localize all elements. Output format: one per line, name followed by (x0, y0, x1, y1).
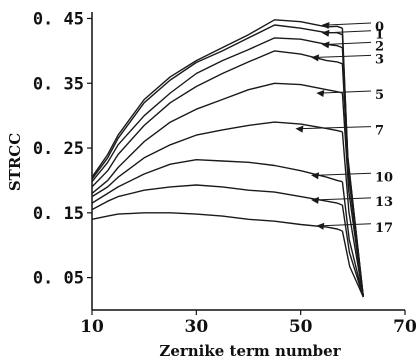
series-drop-5 (341, 92, 364, 298)
label-pointer-13 (317, 197, 372, 201)
series-line-5 (91, 82, 343, 194)
label-pointer-3 (317, 54, 372, 58)
label-arrowhead-1 (321, 29, 330, 37)
y-ticks: 0. 45 0. 35 0. 25 0. 15 0. 05 (33, 9, 92, 289)
series-line-3 (91, 50, 343, 188)
series-label-1: 1 (375, 28, 384, 43)
x-tick-label: 10 (80, 317, 104, 337)
series-label-2: 2 (375, 39, 384, 54)
series-drop-17 (341, 230, 364, 298)
series-label-13: 13 (375, 195, 393, 210)
y-tick-label: 0. 15 (33, 204, 84, 224)
y-tick-label: 0. 45 (33, 9, 84, 29)
x-tick-label: 50 (289, 317, 313, 337)
label-pointer-2 (327, 41, 372, 45)
x-tick-label: 70 (393, 317, 417, 337)
label-pointer-7 (301, 126, 372, 130)
label-pointer-0 (327, 22, 372, 26)
label-arrowhead-10 (311, 172, 320, 180)
series-label-7: 7 (375, 124, 384, 139)
series-drop-13 (341, 204, 364, 298)
x-ticks: 10 30 50 70 (80, 310, 417, 337)
x-tick-label: 30 (184, 317, 208, 337)
label-pointer-10 (317, 172, 372, 176)
y-tick-label: 0. 25 (33, 139, 84, 159)
series-line-17 (91, 212, 343, 232)
y-axis-title: STRCC (6, 133, 24, 191)
series-label-3: 3 (375, 52, 384, 67)
series-label-0: 0 (375, 20, 384, 35)
series-label-17: 17 (375, 221, 393, 236)
series-label-5: 5 (375, 88, 384, 103)
axes (91, 12, 405, 311)
label-arrowhead-0 (321, 21, 330, 29)
series-line-7 (91, 121, 343, 198)
series-line-0 (91, 19, 343, 178)
label-arrowhead-17 (316, 222, 325, 230)
series-line-13 (91, 184, 343, 211)
y-tick-label: 0. 05 (33, 269, 84, 289)
label-pointer-5 (322, 90, 372, 94)
label-arrowhead-2 (321, 41, 330, 49)
series-drop-10 (341, 181, 364, 298)
label-pointer-1 (327, 30, 372, 34)
label-pointer-17 (322, 223, 372, 227)
series-label-10: 10 (375, 170, 393, 185)
label-arrowhead-3 (311, 54, 320, 62)
y-tick-label: 0. 35 (33, 74, 84, 94)
x-axis-title: Zernike term number (159, 342, 341, 360)
series-drop-7 (341, 131, 364, 298)
curves (91, 19, 364, 298)
label-arrowhead-13 (311, 196, 320, 204)
label-arrowhead-7 (295, 125, 304, 133)
series-line-10 (91, 158, 343, 204)
label-arrowhead-5 (316, 89, 325, 97)
